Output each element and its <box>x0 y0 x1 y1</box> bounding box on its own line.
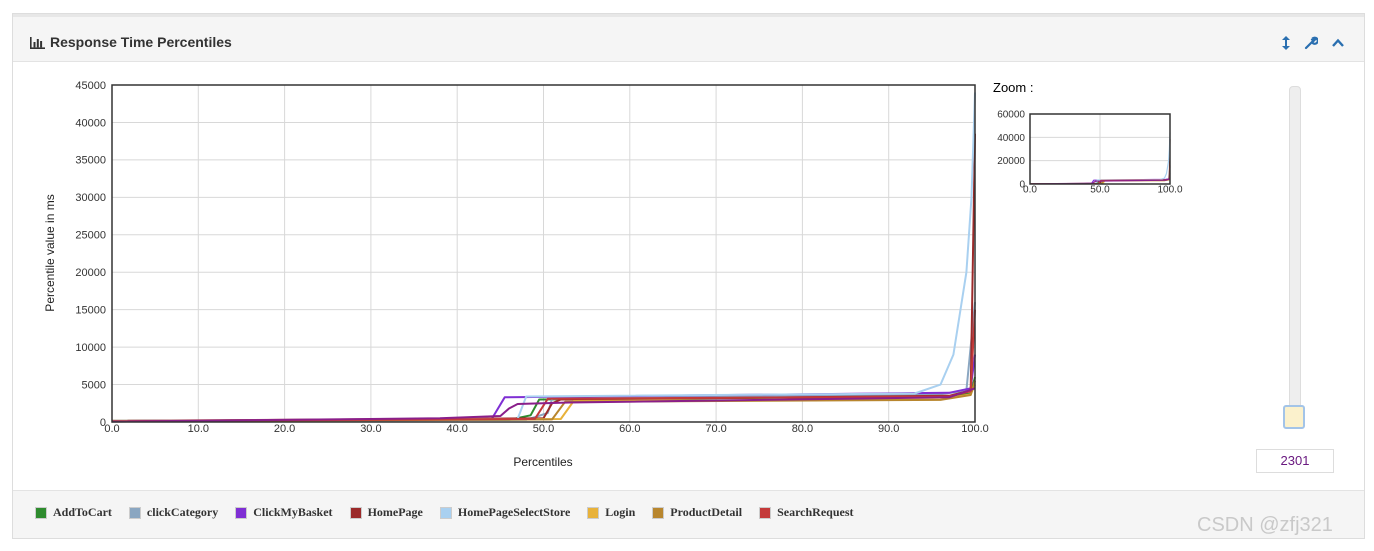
main-x-tick-label: 30.0 <box>360 423 381 435</box>
main-x-tick-label: 50.0 <box>533 423 554 435</box>
slider-value[interactable]: 2301 <box>1256 449 1334 473</box>
legend-label: ProductDetail <box>670 505 743 519</box>
legend-swatch <box>759 506 772 519</box>
main-x-tick-label: 10.0 <box>188 423 209 435</box>
main-x-tick-label: 60.0 <box>619 423 640 435</box>
zoom-x-tick-label: 50.0 <box>1090 185 1110 196</box>
main-plot-frame <box>111 84 976 423</box>
legend-swatch <box>349 506 362 519</box>
main-x-tick-label: 40.0 <box>446 423 467 435</box>
panel-header: Response Time Percentiles <box>13 17 1364 62</box>
panel-title: Response Time Percentiles <box>50 34 232 50</box>
series-line-homepageselectstore <box>111 92 976 423</box>
legend-item-clickcategory[interactable]: clickCategory <box>128 505 219 520</box>
x-axis-title: Percentiles <box>513 455 572 469</box>
legend-item-addtocart[interactable]: AddToCart <box>35 505 112 520</box>
legend-item-homepage[interactable]: HomePage <box>349 505 423 520</box>
legend-swatch <box>235 506 248 519</box>
zoom-plot-frame <box>1029 113 1171 185</box>
legend-label: HomePageSelectStore <box>457 505 571 519</box>
zoom-x-tick-label: 0.0 <box>1023 185 1037 196</box>
main-y-tick-label: 40000 <box>75 117 106 129</box>
main-y-tick-label: 10000 <box>75 342 106 354</box>
response-time-panel: Response Time Percentiles AddToCart click… <box>12 13 1365 539</box>
legend-bar: AddToCart clickCategory ClickMyBasket HomeP… <box>13 490 1364 538</box>
legend-swatch <box>128 506 141 519</box>
zoom-chart[interactable]: 0.0 50.0 100.0 0 20000 40000 60000 <box>0 0 1200 230</box>
zoom-label: Zoom : <box>993 80 1034 95</box>
series-line-searchrequest <box>111 309 976 423</box>
main-y-tick-label: 45000 <box>75 80 106 92</box>
legend-swatch <box>652 506 665 519</box>
bar-chart-icon <box>30 37 45 49</box>
main-x-tick-label: 80.0 <box>792 423 813 435</box>
slider-handle[interactable] <box>1283 405 1305 429</box>
main-x-tick-label: 70.0 <box>705 423 726 435</box>
main-y-tick-label: 25000 <box>75 230 106 242</box>
legend-label: AddToCart <box>53 505 112 519</box>
panel-top-strip <box>13 14 1364 17</box>
main-y-tick-label: 5000 <box>82 379 106 391</box>
chart-legend: AddToCart clickCategory ClickMyBasket HomeP… <box>35 505 871 520</box>
watermark: CSDN @zfj321 <box>1197 514 1333 536</box>
legend-label: clickCategory <box>146 505 219 519</box>
series-line-homepageselectstore <box>1029 132 1171 185</box>
wrench-icon[interactable] <box>1304 36 1318 50</box>
main-y-tick-label: 35000 <box>75 155 106 167</box>
zoom-y-tick-label: 20000 <box>997 156 1025 167</box>
zoom-plot: 0.0 50.0 100.0 0 20000 40000 60000 <box>997 110 1183 196</box>
zoom-y-tick-label: 60000 <box>997 110 1025 121</box>
main-x-tick-label: 20.0 <box>274 423 295 435</box>
zoom-x-tick-label: 100.0 <box>1157 185 1182 196</box>
series-line-unlabeled <box>111 387 976 423</box>
resize-vertical-icon[interactable] <box>1282 36 1290 50</box>
slider-track[interactable] <box>1289 86 1301 426</box>
main-x-tick-label: 90.0 <box>878 423 899 435</box>
zoom-y-tick-label: 40000 <box>997 133 1025 144</box>
main-y-tick-label: 20000 <box>75 267 106 279</box>
zoom-y-tick-label: 0 <box>1019 180 1025 191</box>
main-plot: 0.0 10.0 20.0 30.0 40.0 50.0 60.0 70.0 80.0 90.0 1… <box>75 80 988 435</box>
legend-swatch <box>587 506 600 519</box>
main-x-tick-label: 100.0 <box>961 423 989 435</box>
legend-item-login[interactable]: Login <box>587 505 635 520</box>
legend-item-homepageselectstore[interactable]: HomePageSelectStore <box>439 505 571 520</box>
legend-label: ClickMyBasket <box>253 505 333 519</box>
percentile-chart: 0.0 10.0 20.0 30.0 40.0 50.0 60.0 70.0 80.0 90.0 1… <box>43 80 989 469</box>
legend-item-clickmybasket[interactable]: ClickMyBasket <box>235 505 333 520</box>
legend-item-productdetail[interactable]: ProductDetail <box>652 505 742 520</box>
legend-item-searchrequest[interactable]: SearchRequest <box>759 505 854 520</box>
legend-swatch <box>439 506 452 519</box>
main-y-tick-label: 15000 <box>75 305 106 317</box>
main-y-tick-label: 0 <box>100 417 106 429</box>
y-axis-title: Percentile value in ms <box>43 194 57 311</box>
legend-label: HomePage <box>367 505 423 519</box>
legend-swatch <box>35 506 47 519</box>
main-y-tick-label: 30000 <box>75 192 106 204</box>
legend-label: SearchRequest <box>777 505 854 519</box>
main-x-tick-label: 0.0 <box>104 423 119 435</box>
chevron-up-icon[interactable] <box>1331 36 1345 50</box>
legend-label: Login <box>605 505 636 519</box>
